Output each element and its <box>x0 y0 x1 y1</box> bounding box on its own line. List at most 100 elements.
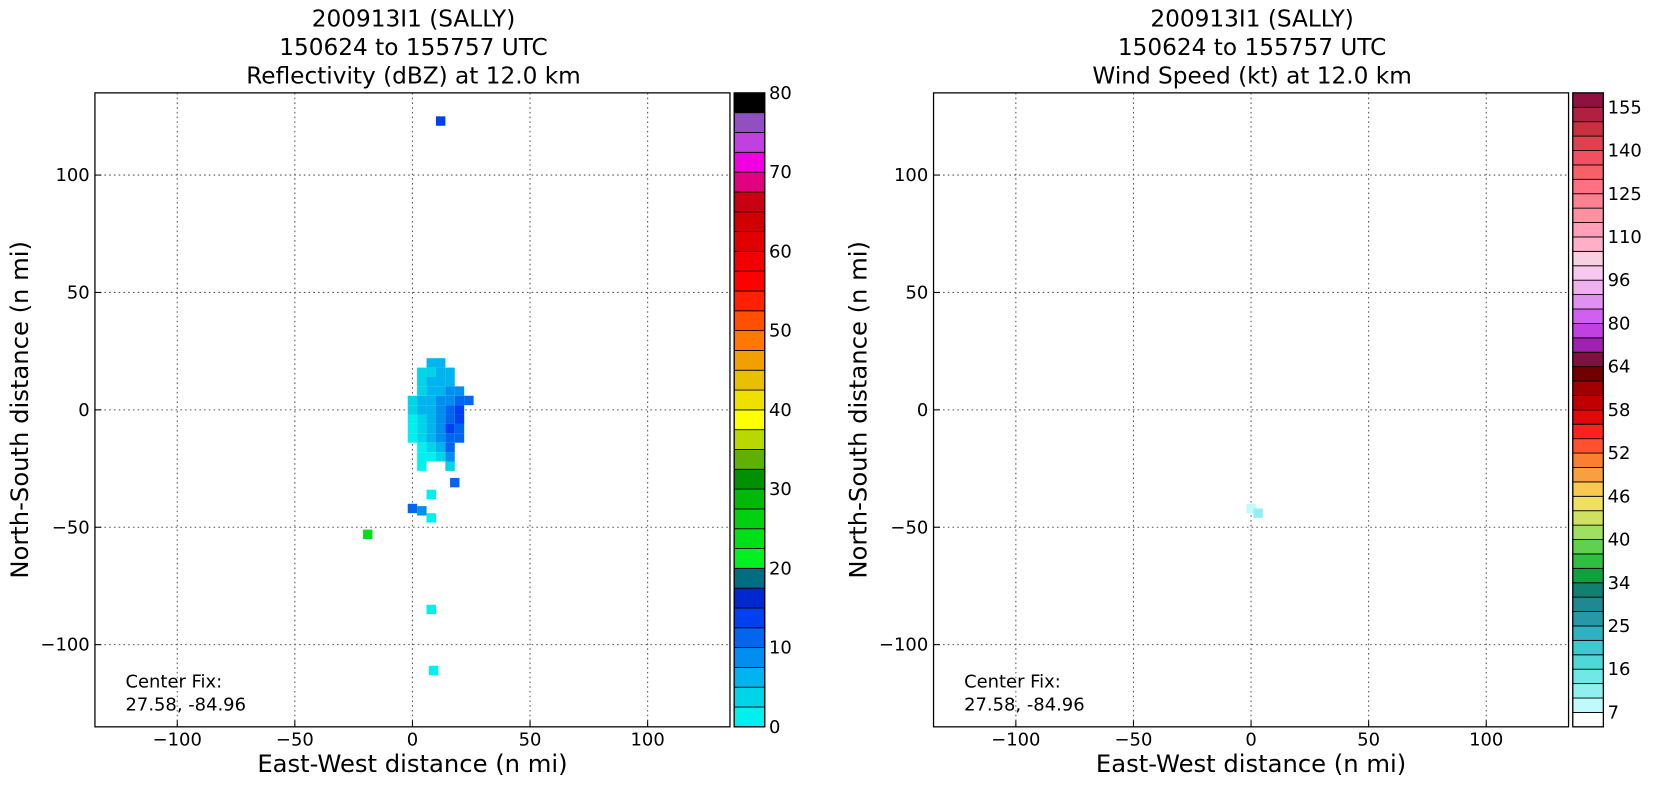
colorbar-band <box>733 706 766 728</box>
annotation: 27.58, -84.96 <box>126 695 246 716</box>
echo-cell <box>426 442 436 453</box>
y-axis-label: North-South distance (n mi) <box>844 241 873 579</box>
colorbar-band <box>1572 178 1604 195</box>
colorbar-tick-label: 34 <box>1608 573 1631 594</box>
echo-cell <box>450 477 460 488</box>
colorbar-tick-label: 40 <box>769 400 792 421</box>
colorbar-band <box>1572 380 1604 396</box>
echo-cell <box>426 367 436 377</box>
colorbar-tick-label: 40 <box>1608 530 1631 551</box>
colorbar-band <box>733 171 766 193</box>
colorbar-tick-label: 52 <box>1608 443 1631 464</box>
y-tick-label: 50 <box>67 283 90 304</box>
colorbar-band <box>733 607 766 629</box>
colorbar-tick-label: 64 <box>1608 357 1631 378</box>
colorbar-band <box>1572 337 1604 353</box>
colorbar-band <box>1572 697 1604 713</box>
annotation: Center Fix: <box>964 672 1061 693</box>
colorbar-tick-label: 140 <box>1608 141 1642 162</box>
echo-cell <box>454 433 465 443</box>
colorbar-band <box>1572 366 1604 382</box>
chart-title: 150624 to 155757 UTC <box>279 34 547 61</box>
colorbar-band <box>733 548 766 569</box>
colorbar-tick-label: 60 <box>769 241 792 262</box>
echo-cell <box>407 405 418 415</box>
echo-cell <box>435 376 446 387</box>
echo-cell <box>435 414 446 424</box>
colorbar-band <box>1572 250 1604 267</box>
y-tick-label: −100 <box>40 635 89 656</box>
colorbar-tick-label: 16 <box>1608 659 1631 680</box>
echo-cell <box>445 386 455 396</box>
colorbar-tick-label: 10 <box>769 638 792 659</box>
x-tick-label: −100 <box>153 730 202 751</box>
echo-cell <box>426 395 436 406</box>
colorbar-frame <box>733 92 766 728</box>
colorbar-band <box>1572 308 1604 324</box>
chart-title: 150624 to 155757 UTC <box>1118 34 1386 61</box>
colorbar-frame <box>1572 92 1605 728</box>
echo-cell <box>417 461 427 471</box>
echo-cell <box>417 386 427 396</box>
x-tick-label: 0 <box>1245 730 1256 751</box>
echo-cell <box>417 442 427 453</box>
echo-cell <box>426 604 436 615</box>
colorbar-tick-label: 20 <box>769 558 792 579</box>
colorbar-band <box>1572 639 1604 656</box>
echo-cell <box>435 433 446 443</box>
echo-cell <box>445 414 455 424</box>
colorbar-band <box>1572 164 1604 180</box>
echo-cell <box>417 367 427 377</box>
chart-title: Reflectivity (dBZ) at 12.0 km <box>246 63 581 90</box>
y-tick-label: 100 <box>55 165 89 186</box>
y-tick-label: 100 <box>894 165 928 186</box>
colorbar-band <box>1572 712 1604 728</box>
colorbar-band <box>733 132 766 153</box>
echo-cell <box>426 405 436 415</box>
colorbar-band <box>733 488 766 510</box>
colorbar-tick-label: 50 <box>769 321 792 342</box>
annotation: Center Fix: <box>126 672 223 693</box>
echo-cell <box>407 395 418 406</box>
echo-cell <box>426 489 436 500</box>
colorbar-band <box>733 369 766 391</box>
echo-cell <box>435 367 446 377</box>
echo-cell <box>417 376 427 387</box>
x-tick-label: 50 <box>519 730 542 751</box>
colorbar-band <box>733 191 766 213</box>
colorbar-band <box>1572 683 1604 699</box>
x-tick-label: 50 <box>1357 730 1380 751</box>
echo-cell <box>426 452 436 462</box>
colorbar-band <box>733 528 766 549</box>
echo-cell <box>417 506 427 516</box>
colorbar-tick-label: 155 <box>1608 97 1642 118</box>
echo-cell <box>426 423 436 434</box>
echo-cell <box>435 423 446 434</box>
x-tick-label: 100 <box>1469 730 1503 751</box>
colorbar-band <box>1572 668 1604 685</box>
colorbar-tick-label: 46 <box>1608 486 1631 507</box>
colorbar-band <box>733 349 766 371</box>
echo-cell <box>426 513 436 523</box>
echo-cell <box>407 414 418 424</box>
echo-cell <box>407 503 418 514</box>
colorbar-band <box>1572 438 1604 454</box>
colorbar-band <box>733 567 766 589</box>
colorbar-band <box>733 310 766 332</box>
colorbar-band <box>1572 596 1604 612</box>
y-tick-label: −50 <box>890 517 928 538</box>
panel: 200913I1 (SALLY)150624 to 155757 UTCWind… <box>844 6 1642 778</box>
colorbar-band <box>1572 654 1604 670</box>
y-tick-label: 0 <box>78 400 89 421</box>
colorbar-tick-label: 125 <box>1608 184 1642 205</box>
colorbar-band <box>1572 395 1604 411</box>
colorbar-band <box>1572 322 1604 339</box>
chart-title: 200913I1 (SALLY) <box>1150 6 1354 33</box>
echo-cell <box>445 405 455 415</box>
echo-cell <box>1246 503 1256 514</box>
colorbar-band <box>733 686 766 708</box>
colorbar-tick-label: 7 <box>1608 702 1619 723</box>
echo-cell <box>435 358 446 368</box>
